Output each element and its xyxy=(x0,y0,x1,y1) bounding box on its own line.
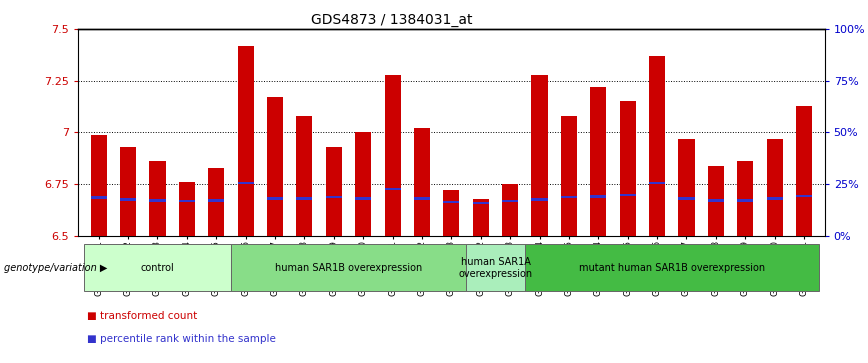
Bar xyxy=(590,87,607,236)
Bar xyxy=(355,197,372,200)
Bar xyxy=(561,196,577,198)
Bar xyxy=(444,201,459,203)
Bar xyxy=(707,166,724,236)
Bar xyxy=(737,199,753,201)
Bar xyxy=(179,200,195,202)
Bar xyxy=(385,188,401,190)
Bar xyxy=(707,199,724,202)
Bar xyxy=(208,199,224,202)
Bar xyxy=(766,139,783,236)
Bar xyxy=(466,244,525,291)
Bar xyxy=(414,129,430,236)
Text: ■ transformed count: ■ transformed count xyxy=(87,311,197,321)
Text: control: control xyxy=(141,263,174,273)
Bar xyxy=(231,244,466,291)
Bar xyxy=(208,168,224,236)
Bar xyxy=(679,139,694,236)
Bar xyxy=(796,106,812,236)
Bar xyxy=(561,116,577,236)
Bar xyxy=(737,162,753,236)
Bar xyxy=(473,199,489,236)
Bar xyxy=(473,201,489,204)
Bar xyxy=(679,197,694,200)
Bar xyxy=(120,199,136,201)
Bar xyxy=(179,182,195,236)
Bar xyxy=(444,191,459,236)
Bar xyxy=(84,244,231,291)
Bar xyxy=(649,56,665,236)
Bar xyxy=(385,74,401,236)
Bar xyxy=(531,74,548,236)
Bar xyxy=(149,199,166,201)
Bar xyxy=(326,196,342,198)
Bar xyxy=(296,116,312,236)
Bar xyxy=(531,199,548,201)
Bar xyxy=(414,197,430,200)
Bar xyxy=(326,147,342,236)
Bar xyxy=(90,135,107,236)
Bar xyxy=(149,162,166,236)
Bar xyxy=(502,184,518,236)
Bar xyxy=(590,195,607,198)
Bar xyxy=(267,97,283,236)
Title: GDS4873 / 1384031_at: GDS4873 / 1384031_at xyxy=(311,13,472,26)
Bar xyxy=(238,46,253,236)
Text: ■ percentile rank within the sample: ■ percentile rank within the sample xyxy=(87,334,276,344)
Bar xyxy=(120,147,136,236)
Bar xyxy=(796,195,812,197)
Bar xyxy=(90,196,107,199)
Bar xyxy=(502,200,518,203)
Bar xyxy=(766,197,783,200)
Bar xyxy=(620,194,635,196)
Bar xyxy=(649,182,665,184)
Text: mutant human SAR1B overexpression: mutant human SAR1B overexpression xyxy=(579,263,765,273)
Bar xyxy=(355,132,372,236)
Text: genotype/variation ▶: genotype/variation ▶ xyxy=(4,263,108,273)
Bar xyxy=(620,101,635,236)
Bar xyxy=(296,197,312,200)
Bar xyxy=(238,182,253,184)
Bar xyxy=(525,244,819,291)
Text: human SAR1A
overexpression: human SAR1A overexpression xyxy=(458,257,532,278)
Bar xyxy=(267,197,283,200)
Text: human SAR1B overexpression: human SAR1B overexpression xyxy=(275,263,422,273)
